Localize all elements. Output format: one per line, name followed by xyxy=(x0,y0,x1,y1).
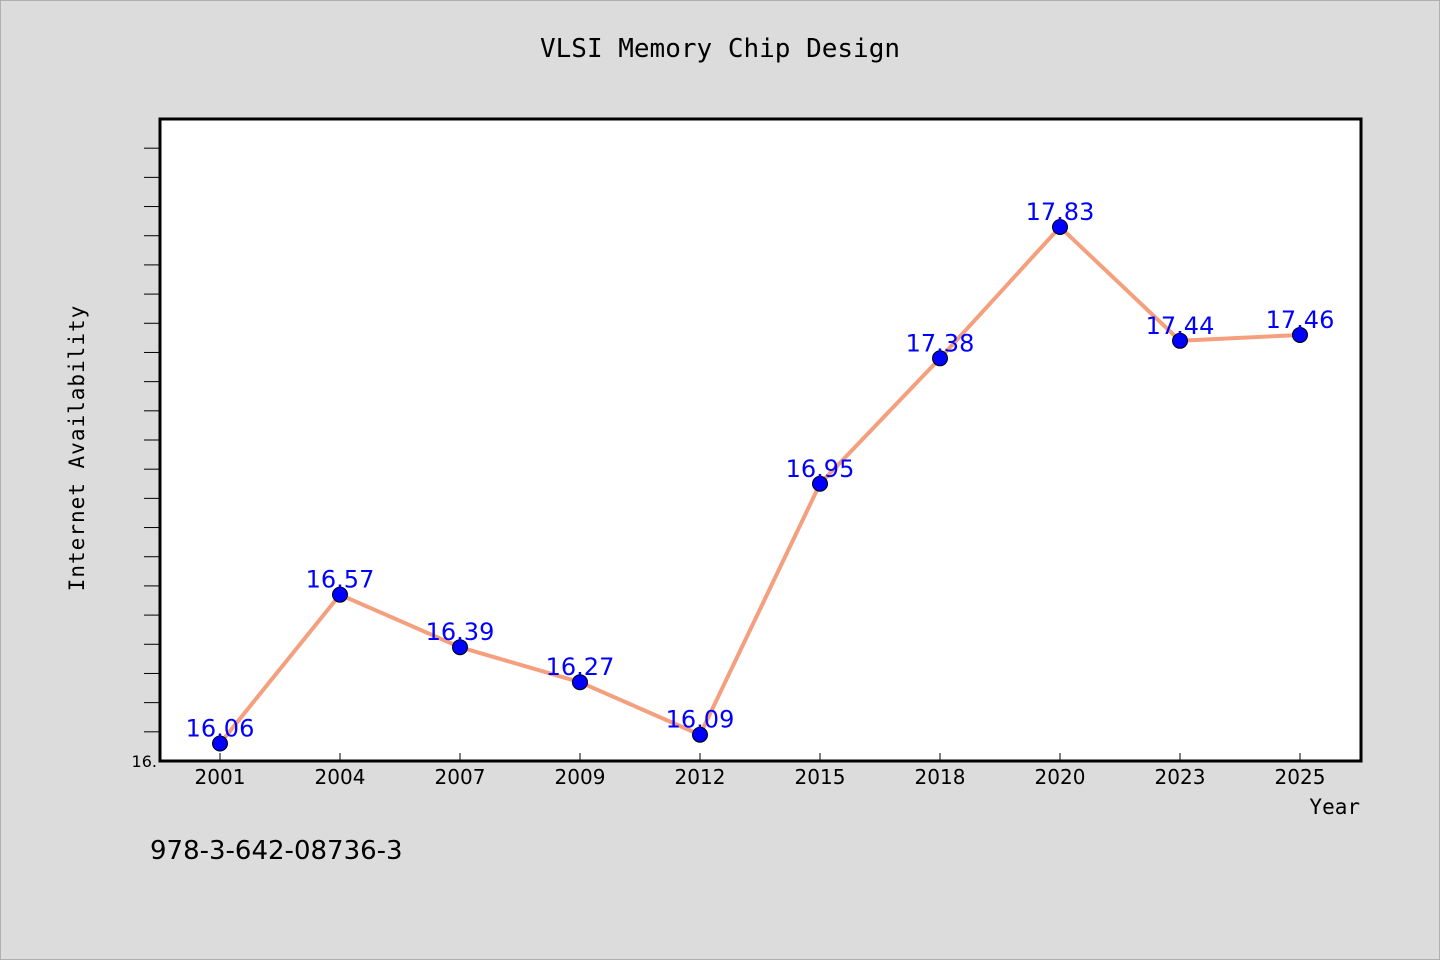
data-label: 17.38 xyxy=(906,329,975,357)
series-line xyxy=(218,224,1301,745)
data-point xyxy=(332,586,348,603)
data-point xyxy=(212,735,228,752)
data-points xyxy=(212,218,1308,752)
x-tick-label: 2015 xyxy=(795,765,846,789)
x-tick-label: 2012 xyxy=(675,765,726,789)
data-label: 16.27 xyxy=(546,653,615,681)
x-axis-label: Year xyxy=(1309,795,1360,819)
data-point xyxy=(812,475,828,492)
x-tick-label: 2018 xyxy=(915,765,966,789)
y-tick-label: 16. xyxy=(132,752,157,771)
x-tick-label: 2009 xyxy=(555,765,606,789)
data-label: 16.95 xyxy=(786,455,855,483)
x-tick-label: 2007 xyxy=(435,765,486,789)
x-tick-label: 2001 xyxy=(195,765,246,789)
data-point xyxy=(692,726,708,743)
x-tick-label: 2004 xyxy=(315,765,366,789)
data-point xyxy=(1172,332,1188,349)
data-label: 17.46 xyxy=(1266,306,1335,334)
y-axis-ticks: 16. xyxy=(132,147,160,771)
x-tick-label: 2020 xyxy=(1035,765,1086,789)
data-label: 16.57 xyxy=(306,566,375,594)
data-point xyxy=(452,639,468,656)
data-point xyxy=(1292,326,1308,343)
data-point xyxy=(1052,218,1068,235)
data-label: 16.06 xyxy=(186,714,255,742)
x-axis-ticks: 2001 2004 2007 2009 2012 2015 2018 2020 2023 2025 xyxy=(195,753,1326,789)
chart-title: VLSI Memory Chip Design xyxy=(539,34,901,64)
data-label: 16.09 xyxy=(666,706,735,734)
x-tick-label: 2025 xyxy=(1275,765,1326,789)
data-labels: 16.06 16.57 16.39 16.27 16.09 16.95 17.38 17.83… xyxy=(186,198,1335,743)
data-label: 17.44 xyxy=(1146,312,1215,340)
data-label: 17.83 xyxy=(1026,198,1095,226)
data-point xyxy=(572,674,588,691)
isbn-code: 978-3-642-08736-3 xyxy=(150,836,403,866)
data-label: 16.39 xyxy=(426,618,495,646)
plot-area xyxy=(158,117,1363,763)
x-tick-label: 2023 xyxy=(1155,765,1206,789)
data-point xyxy=(932,350,948,367)
